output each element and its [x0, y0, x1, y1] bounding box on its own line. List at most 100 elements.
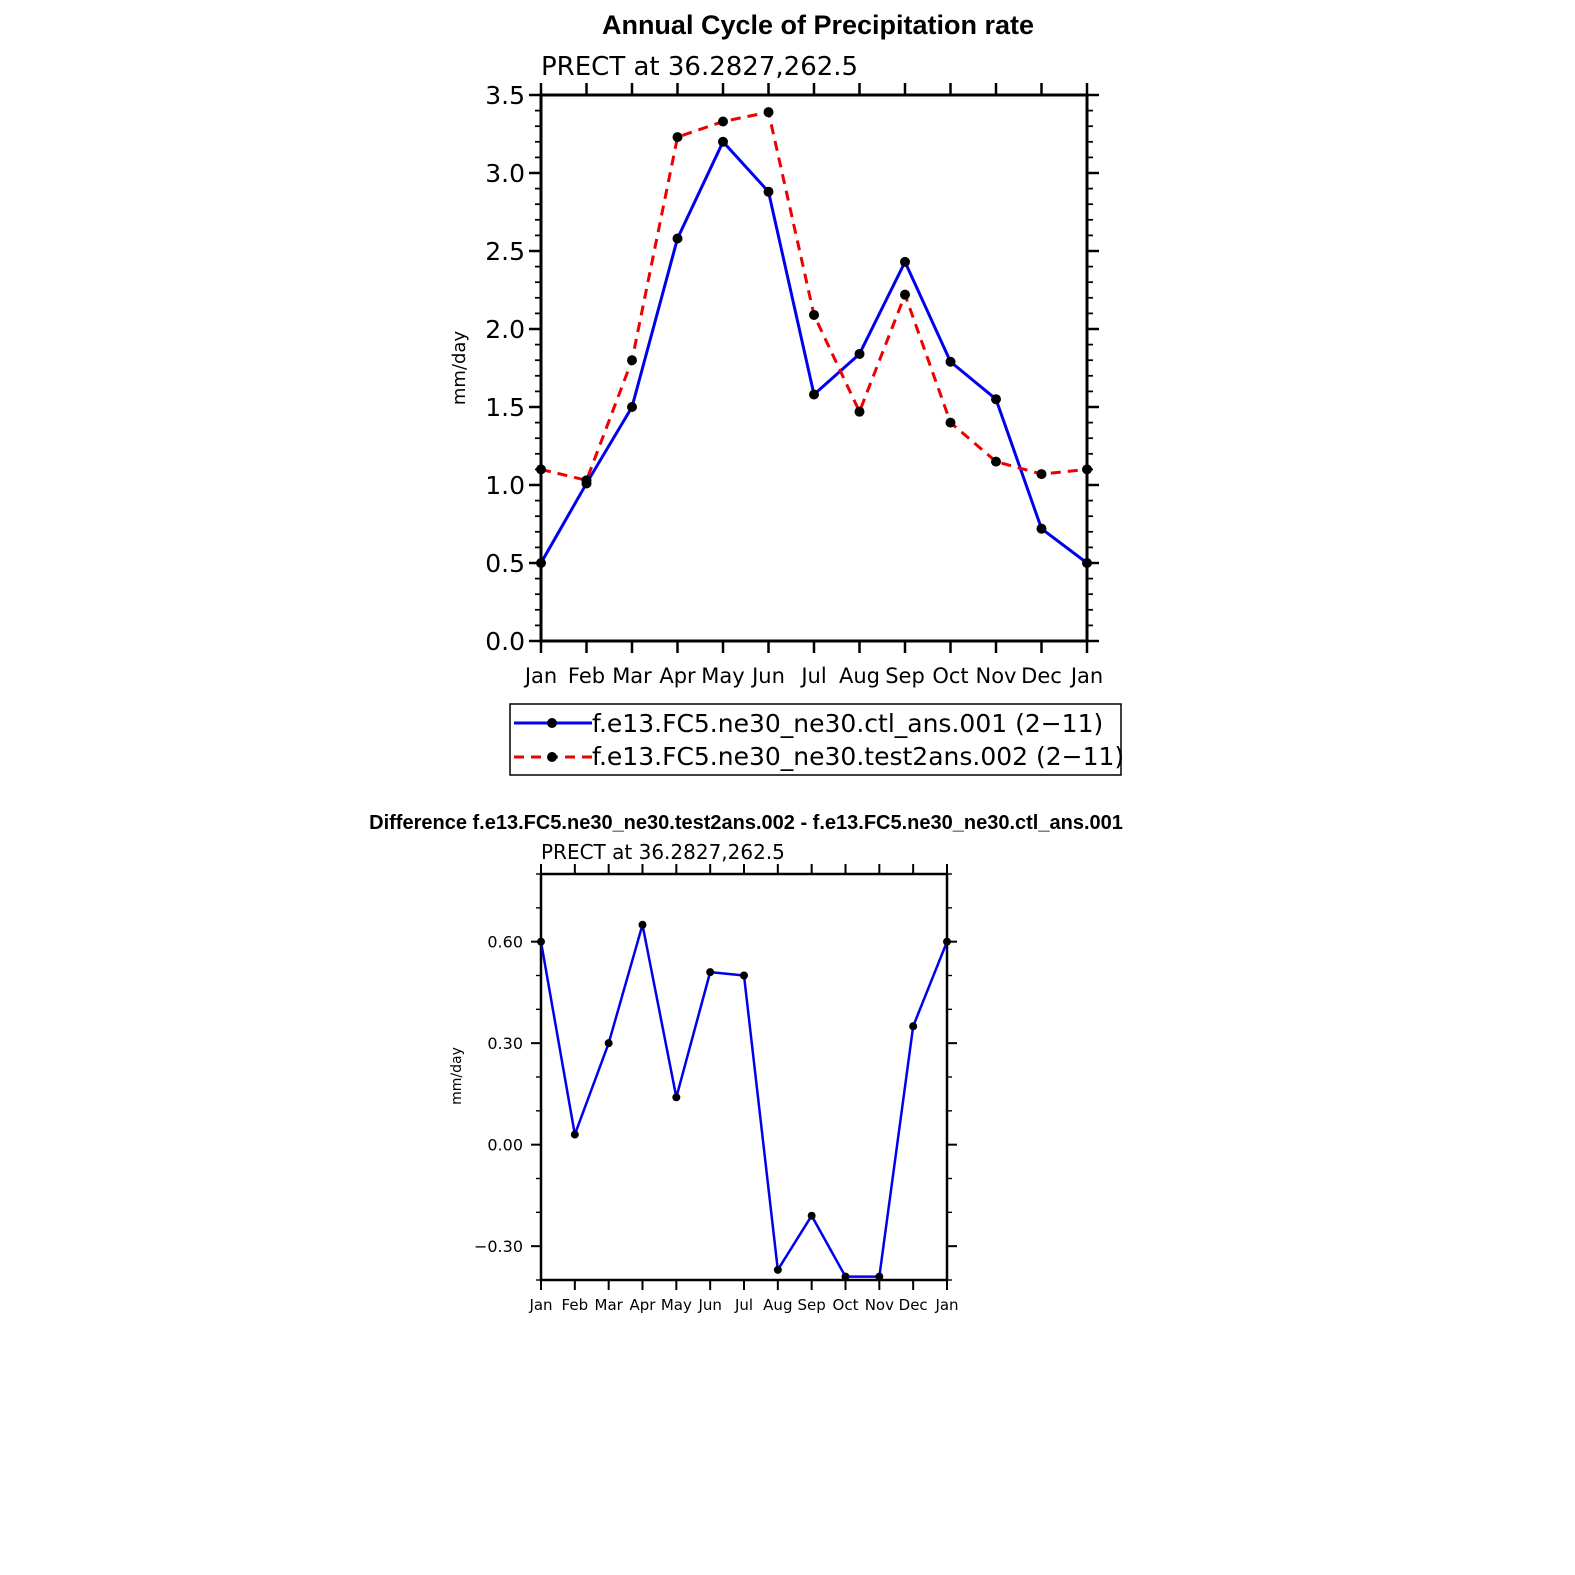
data-point [537, 937, 545, 946]
data-point [763, 186, 774, 197]
y-tick-labels: 0.0 0.5 1.0 1.5 2.0 2.5 3.0 3.5 [485, 81, 525, 656]
x-tick-label: Jan [934, 1296, 958, 1314]
legend-box [509, 703, 1122, 776]
y-tick-label: 1.5 [485, 393, 525, 422]
data-point [945, 417, 956, 428]
series-group [537, 920, 951, 1281]
x-tick-label: Jul [799, 664, 826, 688]
legend-marker-ctl [547, 718, 557, 728]
data-point [604, 1039, 613, 1048]
x-tick-label: Nov [865, 1296, 894, 1314]
x-tick-label: Jan [523, 664, 557, 688]
data-point [718, 136, 728, 147]
data-point [672, 233, 683, 244]
data-point [909, 1022, 918, 1031]
data-point [773, 1265, 782, 1274]
data-point [672, 1093, 681, 1102]
difference-chart: Difference f.e13.FC5.ne30_ne30.test2ans.… [369, 812, 1123, 1314]
y-tick-label: 0.5 [485, 549, 525, 578]
data-point [570, 1130, 579, 1139]
data-point [740, 971, 748, 980]
y-tick-label: 0.30 [487, 1034, 523, 1053]
series-group [536, 107, 1092, 568]
chart-title: Annual Cycle of Precipitation rate [602, 10, 1034, 40]
x-tick-labels: Jan Feb Mar Apr May Jun Jul Aug Sep Oct Nov Dec Jan [528, 1296, 958, 1314]
legend-label-ctl: f.e13.FC5.ne30_ne30.ctl_ans.001 (2−11) [592, 709, 1103, 738]
chart-title: Difference f.e13.FC5.ne30_ne30.test2ans.… [369, 812, 1123, 834]
data-point [1082, 558, 1092, 568]
data-point [763, 107, 774, 118]
data-point [638, 920, 647, 929]
y-tick-label: 3.0 [485, 159, 525, 188]
legend-label-test: f.e13.FC5.ne30_ne30.test2ans.002 (2−11) [592, 742, 1124, 771]
x-tick-label: Jan [528, 1296, 552, 1314]
axis-ticks [531, 864, 957, 1290]
y-tick-label: 0.60 [487, 932, 523, 951]
data-point [945, 356, 956, 367]
x-tick-label: May [701, 664, 744, 688]
x-tick-label: May [661, 1296, 692, 1314]
plot-frame [539, 93, 1089, 643]
x-tick-label: Apr [630, 1296, 657, 1314]
y-tick-label: 3.5 [485, 81, 525, 110]
data-point [809, 309, 819, 320]
y-tick-label: 0.00 [487, 1135, 523, 1154]
data-point [536, 558, 546, 568]
x-tick-label: Mar [595, 1296, 624, 1314]
x-tick-label: Jul [734, 1296, 753, 1314]
x-tick-label: Jun [750, 664, 785, 688]
data-point [991, 456, 1001, 467]
y-tick-label: 2.5 [485, 237, 525, 266]
y-axis-label: mm/day [449, 1047, 465, 1105]
x-tick-label: Dec [1021, 664, 1062, 688]
y-tick-label: 0.0 [485, 627, 525, 656]
y-axis-label: mm/day [449, 331, 470, 406]
x-tick-label: Jun [697, 1296, 721, 1314]
chart-subtitle: PRECT at 36.2827,262.5 [541, 52, 858, 82]
x-tick-label: Sep [885, 664, 925, 688]
data-point [900, 256, 910, 267]
data-point [1082, 464, 1092, 475]
x-tick-label: Dec [899, 1296, 928, 1314]
data-point [854, 406, 865, 417]
data-point [809, 389, 819, 400]
data-point [943, 937, 951, 946]
x-tick-label: Oct [932, 664, 968, 688]
x-tick-label: Mar [612, 664, 652, 688]
y-tick-labels: −0.30 0.00 0.30 0.60 [474, 932, 523, 1255]
data-point [672, 132, 683, 143]
x-tick-label: Aug [763, 1296, 792, 1314]
annual-cycle-chart: Annual Cycle of Precipitation rate PRECT… [449, 10, 1124, 776]
x-tick-label: Sep [798, 1296, 826, 1314]
data-point [718, 116, 728, 127]
axis-ticks [529, 83, 1099, 653]
data-point [875, 1272, 884, 1281]
data-point [900, 289, 910, 300]
data-point [991, 394, 1001, 405]
data-point [536, 464, 546, 475]
x-tick-label: Aug [839, 664, 880, 688]
x-tick-label: Feb [562, 1296, 589, 1314]
x-tick-label: Feb [568, 664, 605, 688]
data-point [1036, 469, 1047, 480]
data-point [581, 475, 592, 486]
data-point [706, 968, 715, 977]
data-point [841, 1272, 850, 1281]
x-tick-labels: Jan Feb Mar Apr May Jun Jul Aug Sep Oct Nov Dec Jan [523, 664, 1103, 688]
legend-marker-test [547, 752, 557, 762]
y-tick-label: 1.0 [485, 471, 525, 500]
x-tick-label: Jan [1069, 664, 1103, 688]
y-tick-label: −0.30 [474, 1237, 523, 1256]
data-point [627, 402, 637, 412]
legend: f.e13.FC5.ne30_ne30.ctl_ans.001 (2−11) f… [509, 703, 1124, 776]
data-point [854, 348, 865, 359]
series-line-0 [539, 140, 1088, 565]
x-tick-label: Oct [833, 1296, 859, 1314]
x-tick-label: Apr [659, 664, 696, 688]
chart-subtitle: PRECT at 36.2827,262.5 [541, 840, 785, 864]
x-tick-label: Nov [976, 664, 1017, 688]
data-point [1036, 523, 1047, 534]
data-point [807, 1211, 816, 1220]
data-point [627, 355, 637, 366]
